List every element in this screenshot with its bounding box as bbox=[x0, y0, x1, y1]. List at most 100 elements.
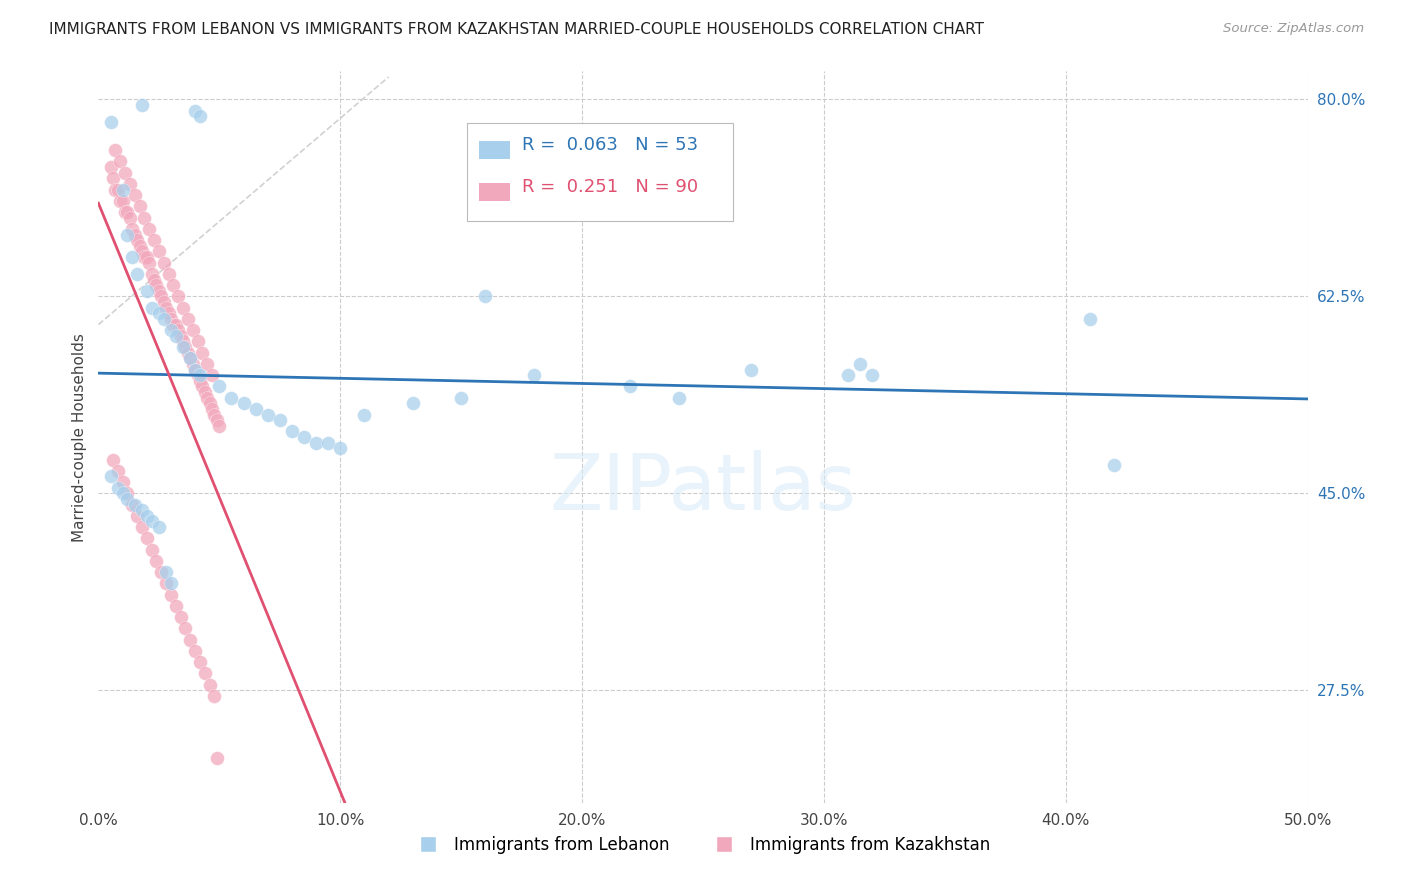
Point bbox=[205, 751, 228, 765]
Text: R =  0.251   N = 90: R = 0.251 N = 90 bbox=[522, 178, 697, 195]
Point bbox=[205, 413, 228, 427]
Point bbox=[135, 250, 157, 264]
Text: Source: ZipAtlas.com: Source: ZipAtlas.com bbox=[1223, 22, 1364, 36]
Point bbox=[179, 351, 201, 366]
Text: IMMIGRANTS FROM LEBANON VS IMMIGRANTS FROM KAZAKHSTAN MARRIED-COUPLE HOUSEHOLDS : IMMIGRANTS FROM LEBANON VS IMMIGRANTS FR… bbox=[49, 22, 984, 37]
Point bbox=[172, 340, 194, 354]
Point bbox=[172, 301, 194, 315]
Point bbox=[141, 542, 163, 557]
Point bbox=[167, 323, 190, 337]
Point bbox=[450, 391, 472, 405]
Point bbox=[111, 194, 134, 208]
Point bbox=[162, 278, 184, 293]
Point bbox=[100, 115, 122, 129]
Point bbox=[121, 222, 143, 236]
Point bbox=[184, 362, 207, 376]
Point bbox=[135, 532, 157, 546]
Point bbox=[124, 498, 146, 512]
Point bbox=[143, 272, 166, 286]
Point bbox=[128, 239, 150, 253]
FancyBboxPatch shape bbox=[479, 141, 509, 160]
Point bbox=[256, 408, 278, 422]
Point bbox=[160, 588, 183, 602]
Point bbox=[201, 401, 224, 416]
Point bbox=[111, 182, 134, 196]
Point bbox=[108, 194, 131, 208]
Point bbox=[131, 503, 153, 517]
Point bbox=[107, 182, 129, 196]
Point bbox=[523, 368, 546, 383]
Point bbox=[194, 666, 217, 681]
Point bbox=[124, 188, 146, 202]
Point bbox=[204, 689, 226, 703]
Point bbox=[169, 610, 191, 624]
Point bbox=[145, 278, 167, 293]
Point bbox=[198, 396, 221, 410]
Point bbox=[329, 442, 352, 456]
Point bbox=[127, 233, 149, 247]
Point bbox=[208, 418, 231, 433]
Point bbox=[177, 312, 200, 326]
Legend: Immigrants from Lebanon, Immigrants from Kazakhstan: Immigrants from Lebanon, Immigrants from… bbox=[409, 829, 997, 860]
Point bbox=[145, 554, 167, 568]
Point bbox=[148, 284, 170, 298]
Point bbox=[141, 301, 163, 315]
Point bbox=[1102, 458, 1125, 473]
Point bbox=[188, 374, 211, 388]
Point bbox=[165, 328, 187, 343]
Point bbox=[269, 413, 291, 427]
Point bbox=[195, 391, 218, 405]
Point bbox=[160, 576, 183, 591]
Point bbox=[101, 452, 124, 467]
Point bbox=[150, 565, 173, 579]
Point bbox=[837, 368, 859, 383]
Point bbox=[165, 318, 187, 332]
Point bbox=[179, 632, 201, 647]
Point bbox=[152, 255, 174, 269]
Point bbox=[100, 469, 122, 483]
Point bbox=[114, 166, 136, 180]
Point bbox=[316, 435, 339, 450]
Point bbox=[208, 379, 231, 393]
Text: R =  0.063   N = 53: R = 0.063 N = 53 bbox=[522, 136, 697, 153]
Point bbox=[191, 379, 214, 393]
Point bbox=[181, 323, 204, 337]
Point bbox=[305, 435, 328, 450]
Point bbox=[138, 255, 160, 269]
Point bbox=[668, 391, 690, 405]
Point bbox=[124, 227, 146, 242]
Point bbox=[150, 289, 173, 303]
Point bbox=[157, 306, 180, 320]
Point bbox=[402, 396, 425, 410]
Point bbox=[127, 267, 149, 281]
Point bbox=[152, 295, 174, 310]
Point bbox=[184, 103, 207, 118]
Point bbox=[174, 340, 197, 354]
Point bbox=[117, 486, 139, 500]
Point bbox=[101, 171, 124, 186]
Point bbox=[353, 408, 375, 422]
Point bbox=[245, 401, 267, 416]
Point bbox=[152, 312, 174, 326]
Point bbox=[187, 334, 209, 349]
Point bbox=[184, 362, 207, 376]
Point bbox=[194, 385, 217, 400]
Point bbox=[619, 379, 641, 393]
Point bbox=[118, 211, 141, 225]
Point bbox=[281, 425, 304, 439]
Point bbox=[188, 368, 211, 383]
Point bbox=[117, 227, 139, 242]
Point bbox=[131, 244, 153, 259]
Point bbox=[169, 328, 191, 343]
Point bbox=[104, 143, 127, 157]
Point bbox=[177, 345, 200, 359]
Point bbox=[114, 205, 136, 219]
Point bbox=[121, 498, 143, 512]
Point bbox=[141, 267, 163, 281]
Point bbox=[195, 357, 218, 371]
Point bbox=[860, 368, 883, 383]
Point bbox=[134, 250, 156, 264]
Point bbox=[198, 678, 221, 692]
Point bbox=[141, 515, 163, 529]
FancyBboxPatch shape bbox=[479, 183, 509, 202]
